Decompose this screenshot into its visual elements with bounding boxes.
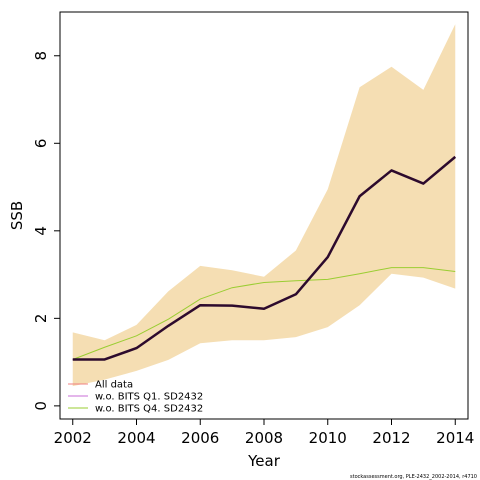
y-axis-title: SSB (8, 201, 26, 230)
x-tick-label: 2004 (117, 429, 155, 447)
credit-text: stockassessment.org, PLE-2432_2002-2014,… (350, 474, 477, 480)
x-axis-title: Year (247, 452, 281, 470)
confidence-band (72, 24, 456, 387)
x-tick-label: 2006 (181, 429, 219, 447)
y-tick-label: 0 (32, 401, 50, 411)
legend-label: w.o. BITS Q1. SD2432 (95, 392, 203, 403)
y-tick-label: 6 (32, 139, 50, 149)
legend-label: w.o. BITS Q4. SD2432 (95, 404, 203, 415)
series-line-wo-bits-q4 (72, 267, 456, 360)
y-axis: 0 2 4 6 8 (32, 51, 60, 411)
x-tick-label: 2002 (54, 429, 92, 447)
x-axis: 2002 2004 2006 2008 2010 2012 2014 (54, 419, 474, 447)
series-lines-layer (72, 155, 457, 361)
y-tick-label: 4 (32, 226, 50, 236)
y-tick-label: 8 (32, 51, 50, 61)
x-tick-label: 2012 (372, 429, 410, 447)
confidence-band-layer (72, 24, 456, 387)
estimate-line (72, 155, 457, 361)
x-tick-label: 2014 (436, 429, 474, 447)
x-tick-label: 2008 (245, 429, 283, 447)
y-tick-label: 2 (32, 314, 50, 324)
legend-label: All data (95, 380, 133, 391)
x-tick-label: 2010 (309, 429, 347, 447)
